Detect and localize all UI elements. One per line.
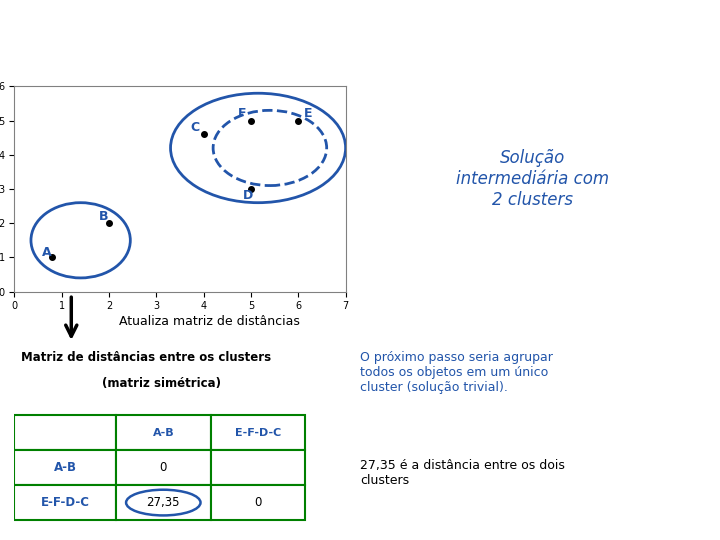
Text: Métodos hierárquicos aglomerativos: Métodos hierárquicos aglomerativos — [102, 26, 618, 52]
Text: A-B: A-B — [54, 461, 76, 474]
Text: B: B — [99, 210, 108, 223]
Text: 0: 0 — [160, 461, 167, 474]
Text: 0: 0 — [254, 496, 262, 509]
Text: A-B: A-B — [153, 428, 174, 438]
FancyBboxPatch shape — [211, 415, 305, 450]
Text: A: A — [42, 246, 51, 259]
FancyBboxPatch shape — [116, 485, 211, 520]
Text: F: F — [238, 107, 246, 120]
Text: E-F-D-C: E-F-D-C — [235, 428, 282, 438]
Text: 27,35 é a distância entre os dois
clusters: 27,35 é a distância entre os dois cluste… — [360, 460, 565, 488]
FancyBboxPatch shape — [116, 450, 211, 485]
Text: Matriz de distâncias entre os clusters: Matriz de distâncias entre os clusters — [21, 351, 271, 364]
FancyBboxPatch shape — [116, 415, 211, 450]
Text: 27,35: 27,35 — [147, 496, 180, 509]
FancyBboxPatch shape — [14, 485, 116, 520]
Text: Solução
intermediária com
2 clusters: Solução intermediária com 2 clusters — [456, 149, 609, 208]
FancyBboxPatch shape — [14, 450, 116, 485]
Text: E-F-D-C: E-F-D-C — [40, 496, 90, 509]
Text: C: C — [190, 121, 199, 134]
Text: (matriz simétrica): (matriz simétrica) — [102, 377, 221, 390]
Text: Atualiza matriz de distâncias: Atualiza matriz de distâncias — [119, 315, 300, 328]
Text: D: D — [243, 189, 253, 202]
Text: O próximo passo seria agrupar
todos os objetos em um único
cluster (solução triv: O próximo passo seria agrupar todos os o… — [360, 351, 553, 394]
FancyBboxPatch shape — [14, 415, 116, 450]
Text: E: E — [304, 107, 312, 120]
FancyBboxPatch shape — [211, 450, 305, 485]
FancyBboxPatch shape — [211, 485, 305, 520]
